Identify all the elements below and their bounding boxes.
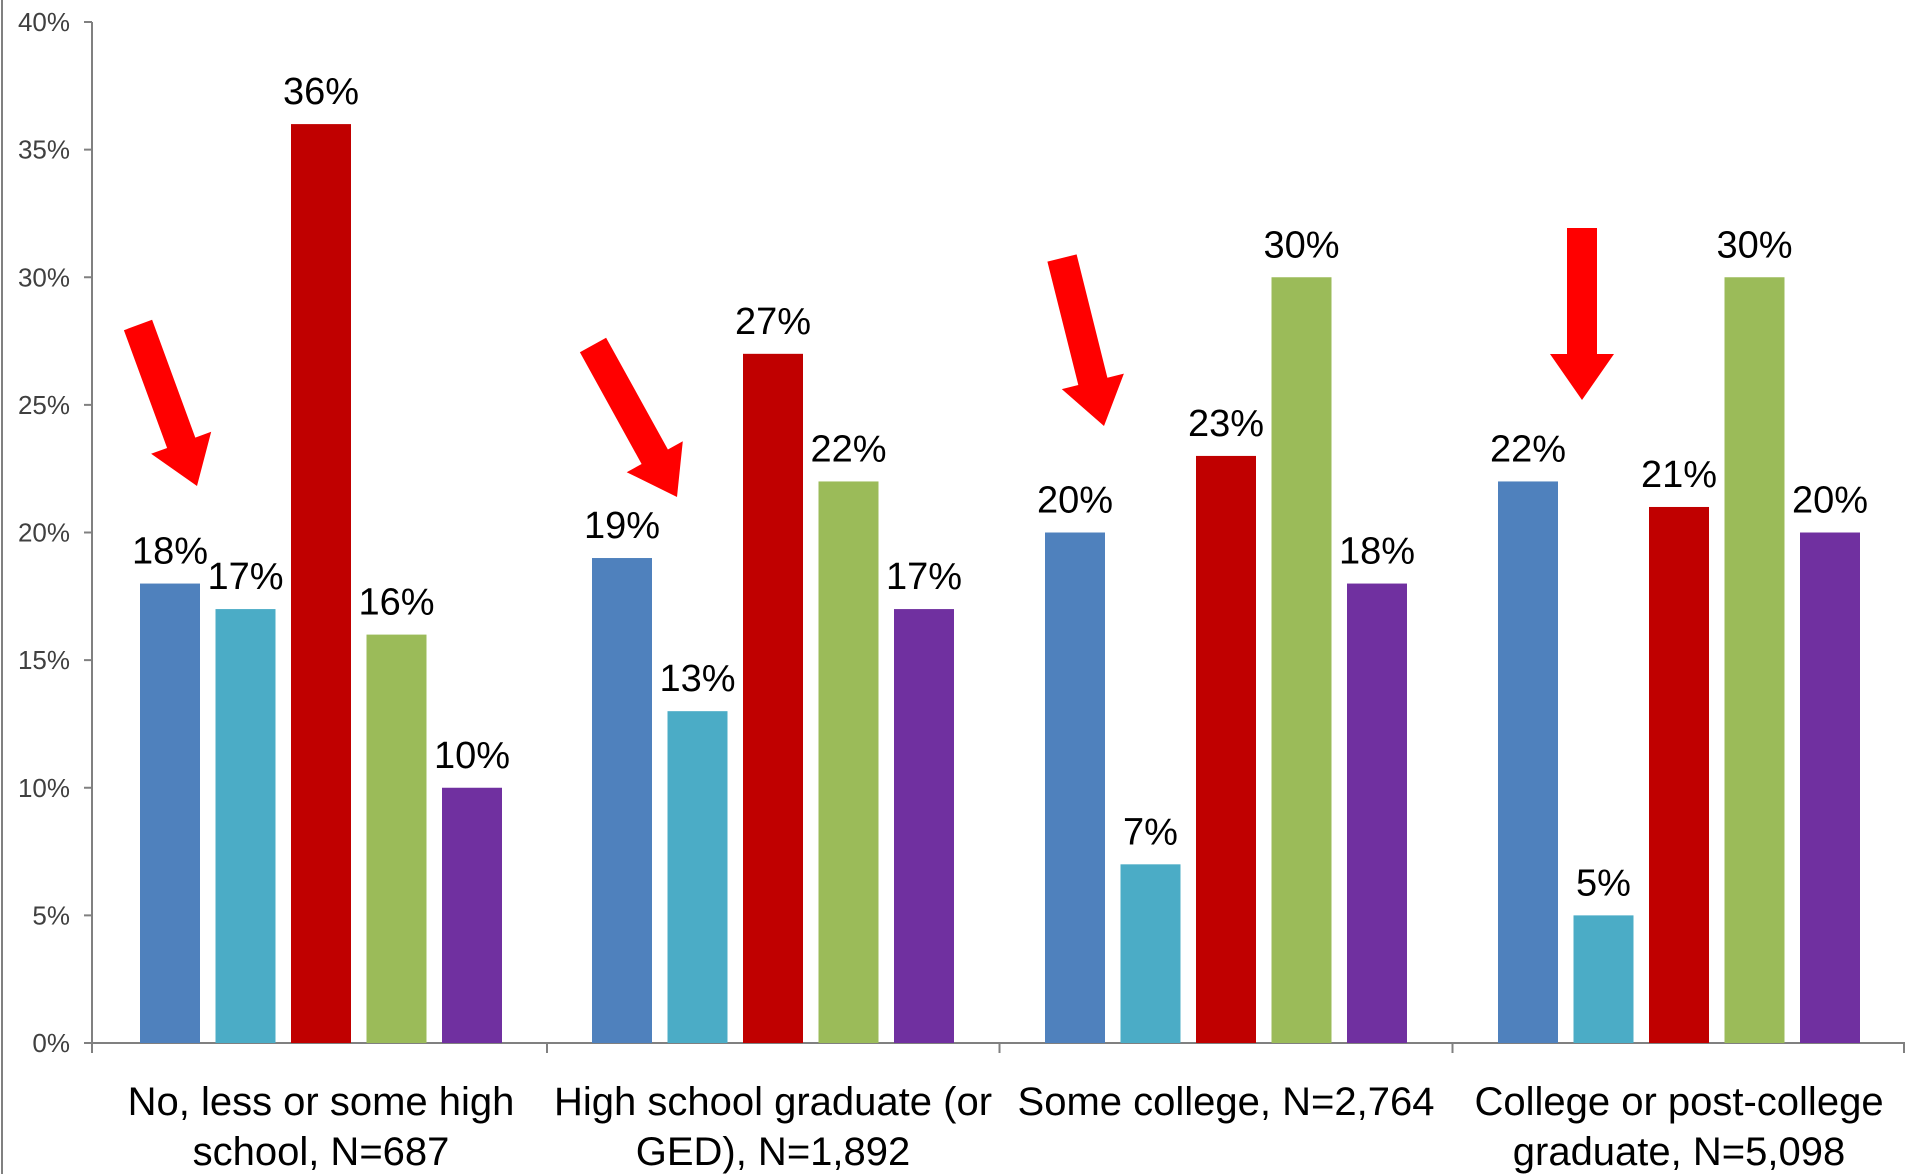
category-label-line: graduate, N=5,098 [1513, 1130, 1845, 1174]
data-label: 16% [358, 582, 434, 624]
y-tick-label: 20% [18, 518, 70, 548]
bar [1800, 532, 1860, 1043]
bar [818, 481, 879, 1043]
category-label: Some college, N=2,764 [1018, 1080, 1435, 1124]
bar [592, 558, 652, 1043]
data-label: 19% [584, 505, 660, 547]
y-tick-label: 0% [32, 1028, 70, 1058]
data-label: 30% [1716, 224, 1792, 266]
category-label-line: Some college, N=2,764 [1018, 1080, 1435, 1124]
y-tick-label: 25% [18, 390, 70, 420]
data-label: 27% [735, 301, 811, 343]
bar [1347, 583, 1407, 1043]
data-label: 18% [132, 531, 208, 573]
y-tick-label: 40% [18, 7, 70, 37]
bar [1649, 506, 1709, 1044]
bar [442, 787, 502, 1043]
data-label: 17% [886, 556, 962, 598]
y-tick-label: 10% [18, 773, 70, 803]
data-label: 22% [810, 428, 886, 470]
data-label: 36% [283, 71, 359, 113]
bar [1271, 277, 1332, 1043]
category-label-line: College or post-college [1474, 1080, 1883, 1124]
annotation-arrow-icon [1550, 228, 1614, 400]
bar [667, 711, 728, 1043]
category-label: College or post-college graduate, N=5,098 [1474, 1080, 1883, 1174]
category-label-line: school, N=687 [193, 1130, 450, 1174]
data-label: 22% [1490, 428, 1566, 470]
bar [1196, 455, 1256, 1043]
data-label: 18% [1339, 531, 1415, 573]
data-label: 20% [1792, 480, 1868, 522]
annotation-arrow-icon [579, 337, 683, 497]
bar [743, 353, 803, 1043]
category-label: No, less or some high school, N=687 [128, 1080, 515, 1174]
bar [140, 583, 200, 1043]
bar [1724, 277, 1785, 1043]
category-label-line: High school graduate (or [554, 1080, 992, 1124]
annotation-arrow-icon [123, 319, 212, 486]
bar [1120, 864, 1181, 1043]
y-tick-label: 35% [18, 135, 70, 165]
data-label: 17% [207, 556, 283, 598]
data-label: 13% [659, 658, 735, 700]
bar [1045, 532, 1105, 1043]
data-label: 5% [1576, 862, 1631, 904]
data-label: 23% [1188, 403, 1264, 445]
data-label: 30% [1263, 224, 1339, 266]
category-label-line: GED), N=1,892 [636, 1130, 911, 1174]
data-label: 7% [1123, 811, 1178, 853]
y-tick-label: 5% [32, 900, 70, 930]
y-tick-label: 30% [18, 262, 70, 292]
data-label: 10% [434, 735, 510, 777]
annotation-arrow-icon [1047, 254, 1124, 426]
data-label: 21% [1641, 454, 1717, 496]
bar [291, 124, 351, 1044]
bar [215, 609, 276, 1043]
bar [1573, 915, 1634, 1043]
bar [366, 634, 427, 1043]
bar [894, 609, 954, 1043]
data-label: 20% [1037, 480, 1113, 522]
bar [1498, 481, 1558, 1043]
category-label: High school graduate (or GED), N=1,892 [554, 1080, 992, 1174]
y-tick-label: 15% [18, 645, 70, 675]
category-label-line: No, less or some high [128, 1080, 515, 1124]
